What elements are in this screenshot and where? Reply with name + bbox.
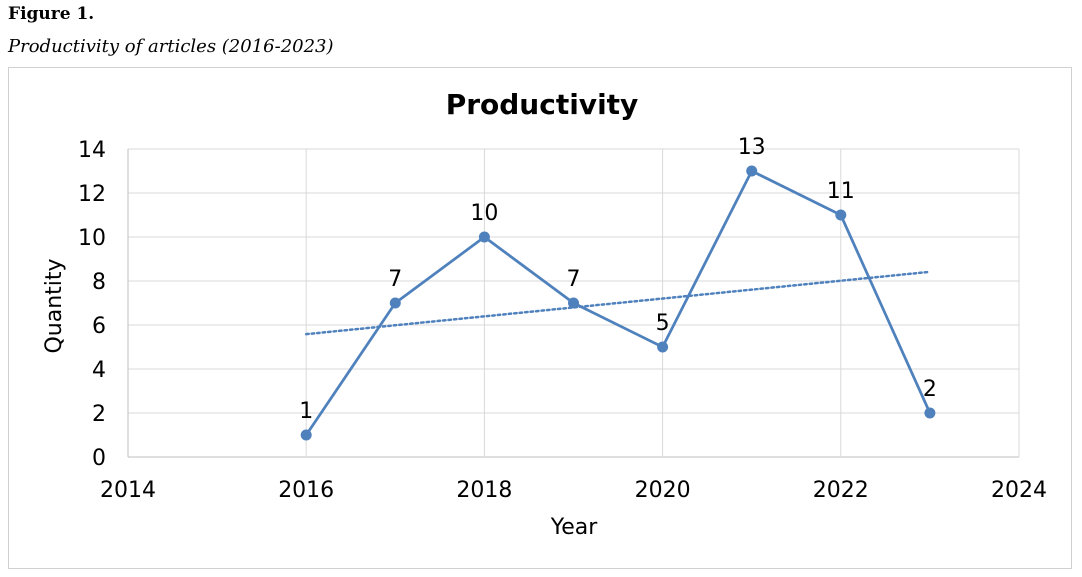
data-point	[657, 341, 669, 353]
trendline-path	[304, 270, 932, 336]
data-point	[478, 231, 490, 243]
series-line	[305, 169, 932, 436]
x-tick-label: 2016	[278, 478, 334, 503]
data-label: 13	[738, 135, 766, 160]
data-point	[746, 165, 758, 177]
data-label: 5	[656, 311, 670, 336]
y-tick-label: 14	[78, 138, 106, 163]
data-label: 11	[827, 179, 855, 204]
data-point	[568, 297, 579, 309]
x-tick-label: 2020	[635, 478, 691, 503]
x-axis-label: Year	[550, 515, 599, 540]
data-point	[389, 297, 401, 309]
y-tick-label: 10	[78, 226, 106, 251]
x-tick-label: 2022	[813, 478, 869, 503]
data-label: 7	[567, 267, 581, 292]
series-polyline	[305, 169, 932, 436]
data-points	[300, 165, 936, 441]
figure-label: Figure 1.	[8, 4, 95, 24]
data-labels: 1 7 10 7 5 13 11 2	[299, 135, 937, 424]
data-label: 10	[470, 201, 498, 226]
x-gridlines	[127, 149, 1020, 457]
y-tick-label: 8	[92, 270, 106, 295]
data-label: 7	[388, 267, 402, 292]
y-gridlines	[128, 148, 1019, 458]
trendline	[304, 270, 932, 336]
data-label: 2	[923, 377, 937, 402]
chart-title: Productivity	[446, 88, 639, 121]
data-point	[924, 407, 936, 419]
y-tick-label: 2	[92, 402, 106, 427]
y-tick-label: 0	[92, 446, 106, 471]
x-tick-label: 2014	[100, 478, 156, 503]
x-tick-labels: 2014 2016 2018 2020 2022 2024	[100, 478, 1047, 503]
x-tick-label: 2018	[456, 478, 512, 503]
data-point	[835, 209, 847, 221]
x-tick-label: 2024	[991, 478, 1047, 503]
data-point	[300, 429, 312, 441]
y-tick-labels: 0 2 4 6 8 10 12 14	[78, 138, 106, 471]
y-tick-label: 4	[92, 358, 106, 383]
figure-caption: Productivity of articles (2016-2023)	[8, 36, 334, 57]
data-label: 1	[299, 399, 313, 424]
y-tick-label: 6	[92, 314, 106, 339]
y-tick-label: 12	[78, 182, 106, 207]
chart-area: Productivity 0 2 4 6 8 10 12 14 2014 2016 2018 202…	[8, 67, 1072, 569]
y-axis-label: Quantity	[42, 258, 67, 353]
